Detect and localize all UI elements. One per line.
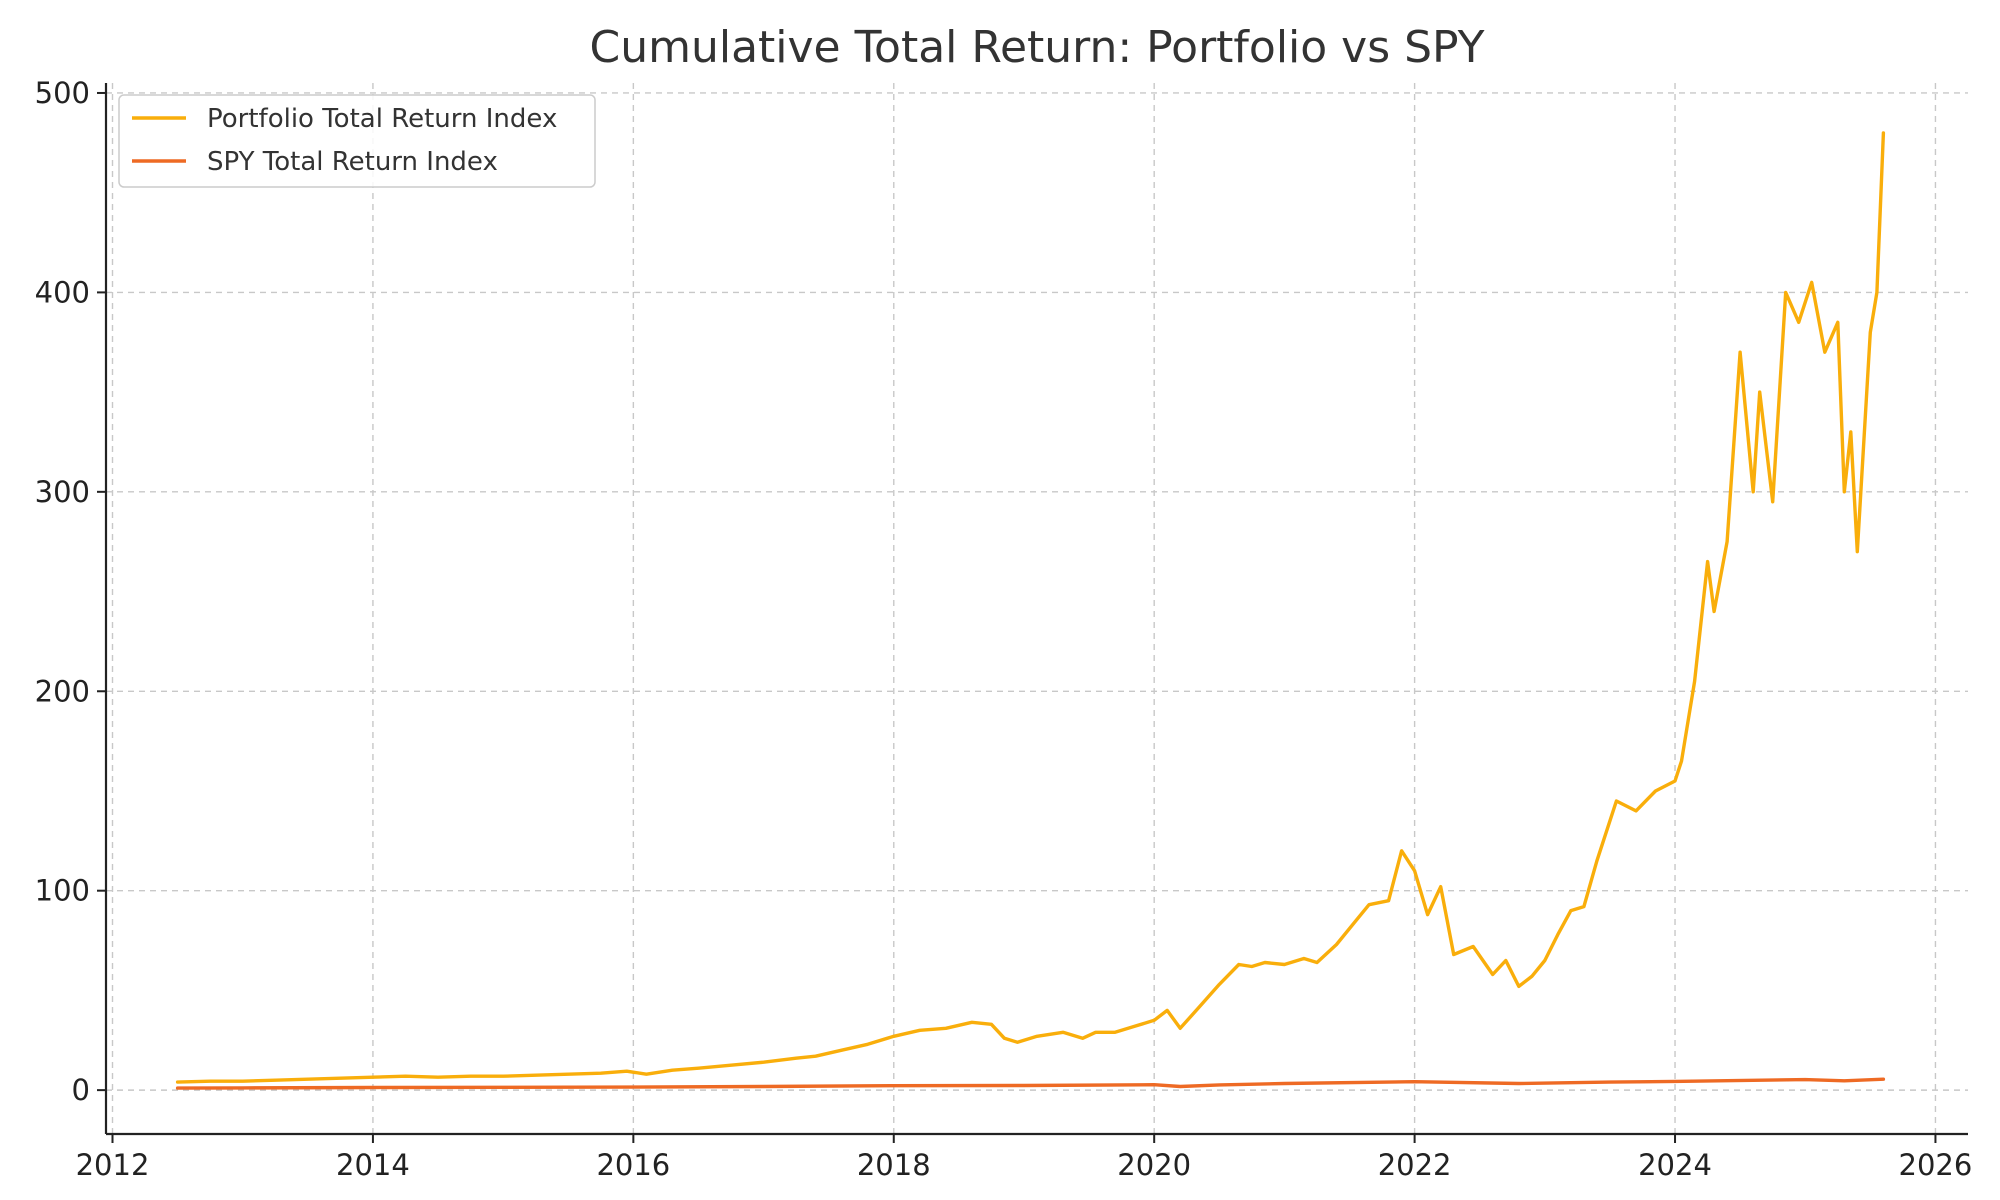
- legend-label-portfolio: Portfolio Total Return Index: [207, 104, 557, 134]
- x-tick-label-2020: 2020: [1117, 1148, 1191, 1182]
- series-line-portfolio: [175, 131, 1886, 1084]
- y-tick-label-100: 100: [35, 874, 90, 908]
- x-tick-label-2018: 2018: [857, 1148, 931, 1182]
- series-line-spy: [175, 1077, 1886, 1090]
- y-tick-label-0: 0: [72, 1073, 90, 1107]
- y-tick-label-300: 300: [35, 475, 90, 509]
- x-tick-label-2024: 2024: [1638, 1148, 1712, 1182]
- x-tick-label-2026: 2026: [1899, 1148, 1973, 1182]
- y-tick-label-200: 200: [35, 674, 90, 708]
- series-layer: [175, 131, 1886, 1090]
- grid-layer: [106, 83, 1968, 1134]
- legend-box: [118, 94, 596, 188]
- y-tick-label-400: 400: [35, 275, 90, 309]
- x-tick-label-2022: 2022: [1378, 1148, 1452, 1182]
- axes-layer: [104, 83, 1968, 1136]
- x-tick-label-2014: 2014: [336, 1148, 410, 1182]
- legend-label-spy: SPY Total Return Index: [207, 147, 498, 177]
- legend: Portfolio Total Return Index SPY Total R…: [118, 94, 596, 188]
- x-tick-label-2016: 2016: [596, 1148, 670, 1182]
- y-tick-label-500: 500: [35, 76, 90, 110]
- x-tick-label-2012: 2012: [76, 1148, 150, 1182]
- chart-title: Cumulative Total Return: Portfolio vs SP…: [590, 22, 1485, 73]
- ticks-layer: 2012 2014 2016 2018 2020 2022 2024 2026 0 100 200 3…: [35, 76, 1973, 1182]
